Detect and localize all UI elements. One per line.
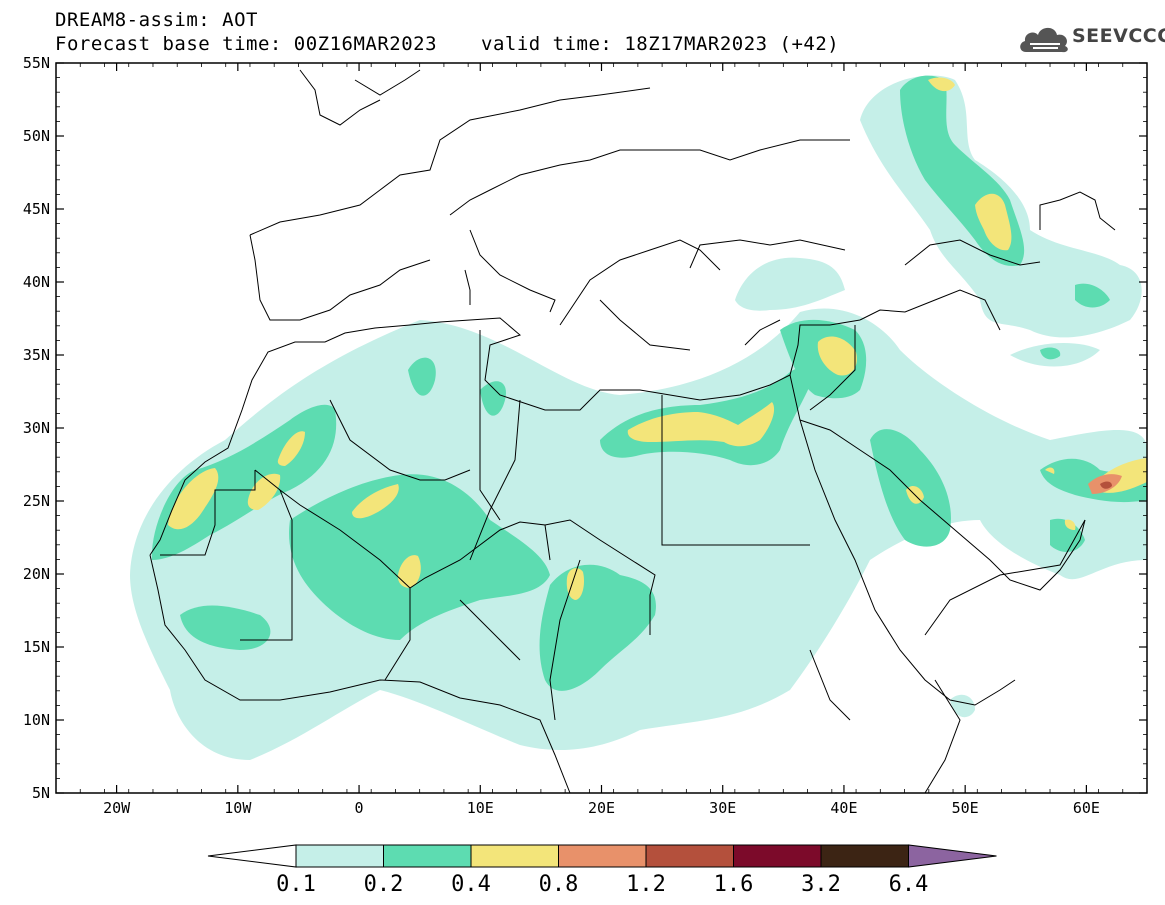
- colorbar-label: 1.6: [714, 872, 754, 897]
- lon-label: 10W: [224, 799, 252, 817]
- map-header: DREAM8-assim: AOT Forecast base time: 00…: [55, 8, 839, 56]
- lat-label: 35N: [23, 346, 50, 364]
- colorbar-segment: [820, 844, 909, 868]
- lon-label: 10E: [467, 799, 494, 817]
- colorbar-segment: [733, 844, 822, 868]
- aot-band-0.4: [168, 77, 1147, 600]
- lon-label: 20W: [103, 799, 131, 817]
- forecast-base-time: Forecast base time: 00Z16MAR2023: [55, 33, 438, 55]
- lat-label: 5N: [32, 784, 50, 802]
- colorbar-segment: [645, 844, 734, 868]
- lon-label: 20E: [588, 799, 615, 817]
- colorbar-low-arrow: [207, 844, 297, 868]
- latitude-axis: 55N 50N 45N 40N 35N 30N 25N 20N 15N 10N 5N: [23, 54, 1147, 802]
- colorbar-label: 0.1: [276, 872, 316, 897]
- colorbar-high-arrow: [908, 844, 997, 868]
- colorbar-label: 3.2: [801, 872, 841, 897]
- aot-contours: [130, 75, 1147, 760]
- lat-label: 50N: [23, 127, 50, 145]
- colorbar-label: 0.2: [364, 872, 404, 897]
- lon-label: 30E: [709, 799, 736, 817]
- colorbar-segment: [470, 844, 559, 868]
- lon-label: 0: [355, 799, 364, 817]
- coastlines-borders: [149, 69, 1116, 793]
- product-title: DREAM8-assim: AOT: [55, 9, 258, 31]
- colorbar: 0.1 0.2 0.4 0.8 1.2 1.6 3.2 6.4: [207, 844, 997, 897]
- logo-text: SEEVCCC: [1072, 25, 1165, 47]
- lat-label: 10N: [23, 711, 50, 729]
- lat-label: 25N: [23, 492, 50, 510]
- valid-time: valid time: 18Z17MAR2023 (+42): [481, 33, 840, 55]
- colorbar-segment: [383, 844, 472, 868]
- lon-label: 50E: [952, 799, 979, 817]
- lat-label: 45N: [23, 200, 50, 218]
- longitude-axis: 20W 10W 0 10E 20E 30E 40E 50E 60E: [55, 63, 1148, 817]
- colorbar-label: 6.4: [889, 872, 929, 897]
- colorbar-segment: [558, 844, 647, 868]
- lat-label: 55N: [23, 54, 50, 72]
- lat-label: 30N: [23, 419, 50, 437]
- colorbar-label: 0.4: [451, 872, 491, 897]
- lat-label: 20N: [23, 565, 50, 583]
- lon-label: 60E: [1073, 799, 1100, 817]
- colorbar-segment: [295, 844, 384, 868]
- lat-label: 15N: [23, 638, 50, 656]
- seevccc-logo: SEEVCCC: [1018, 22, 1165, 58]
- political-borders: [160, 325, 1086, 681]
- cloud-icon: [1020, 27, 1068, 53]
- lat-label: 40N: [23, 273, 50, 291]
- lon-label: 40E: [830, 799, 857, 817]
- aot-band-1.2: [1100, 481, 1112, 489]
- colorbar-label: 0.8: [539, 872, 579, 897]
- colorbar-label: 1.2: [626, 872, 666, 897]
